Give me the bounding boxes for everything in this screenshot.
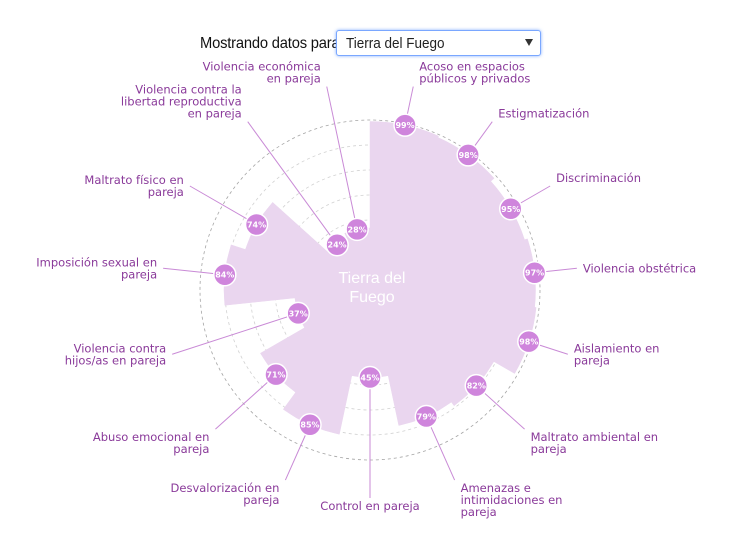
value-dot — [464, 373, 489, 398]
value-dot — [498, 197, 523, 221]
category-label: en pareja — [267, 72, 321, 86]
category-label: Discriminación — [556, 171, 641, 185]
category-label: Imposición sexual en — [36, 255, 157, 269]
value-dot — [286, 301, 310, 326]
selector-label: Mostrando datos para: — [200, 35, 344, 52]
leader-line — [215, 374, 277, 430]
category-label: pareja — [243, 493, 279, 507]
category-label: Violencia económica — [203, 60, 321, 74]
category-label: pareja — [461, 505, 497, 519]
category-label: públicos y privados — [419, 72, 530, 86]
center-label: Tierra del Fuego — [339, 270, 406, 306]
value-label: 79% — [417, 413, 436, 422]
category-label: pareja — [574, 353, 610, 367]
category-label: Acoso en espacios — [419, 60, 525, 74]
value-dot — [358, 365, 382, 390]
category-label: Violencia contra la — [135, 83, 241, 97]
value-label: 99% — [395, 121, 414, 130]
category-label: pareja — [148, 185, 184, 199]
category-3: Discriminación 95% — [498, 171, 641, 221]
leader-line — [189, 185, 257, 225]
value-label: 82% — [467, 382, 486, 391]
category-4: Violencia obstétrica 97% — [522, 260, 696, 285]
value-dot — [522, 260, 547, 285]
category-label: en pareja — [188, 107, 242, 121]
category-label: Abuso emocional en — [93, 430, 210, 444]
value-label: 98% — [459, 151, 478, 160]
value-dot — [264, 362, 288, 387]
category-label: Maltrato ambiental en — [531, 430, 659, 444]
category-label: Maltrato físico en — [84, 173, 183, 187]
category-label: hijos/as en pareja — [65, 353, 166, 367]
leader-line — [172, 312, 299, 355]
center-label-line: Fuego — [349, 289, 394, 306]
value-label: 84% — [215, 271, 234, 280]
category-label: libertad reproductiva — [121, 95, 242, 109]
value-dot — [244, 212, 269, 237]
value-label: 37% — [289, 309, 308, 318]
value-label: 95% — [501, 205, 520, 214]
value-dot — [345, 217, 369, 242]
category-label: pareja — [173, 442, 209, 456]
category-label: Control en pareja — [320, 499, 419, 513]
chevron-down-icon[interactable] — [525, 39, 533, 46]
category-label: pareja — [531, 442, 567, 456]
category-2: Estigmatización 98% — [456, 107, 589, 167]
value-label: 45% — [360, 374, 379, 383]
value-dot — [517, 329, 541, 354]
region-select[interactable]: Tierra del Fuego — [336, 30, 541, 56]
region-selector: Mostrando datos para: Tierra del Fuego — [200, 30, 541, 58]
category-label: Amenazas e — [461, 481, 531, 495]
category-label: Estigmatización — [498, 107, 589, 121]
category-label: Desvalorización en — [171, 481, 280, 495]
value-label: 97% — [525, 269, 544, 278]
category-label: pareja — [121, 267, 157, 281]
value-label: 28% — [348, 225, 367, 234]
value-label: 74% — [247, 221, 266, 230]
value-dot — [325, 232, 349, 257]
category-label: Violencia contra — [74, 341, 167, 355]
leader-line — [247, 121, 338, 245]
value-dot — [393, 113, 417, 137]
category-8: Control en pareja 45% — [320, 365, 420, 513]
category-label: Violencia obstétrica — [583, 261, 696, 275]
value-dot — [213, 262, 237, 287]
region-select-value: Tierra del Fuego — [346, 34, 445, 52]
center-label-line: Tierra del — [339, 270, 406, 287]
value-dot — [456, 143, 480, 167]
category-label: Aislamiento en — [574, 341, 660, 355]
category-label: intimidaciones en — [461, 493, 563, 507]
leader-line — [326, 86, 358, 230]
value-dot — [298, 412, 322, 437]
value-label: 98% — [519, 338, 538, 347]
value-label: 71% — [266, 371, 285, 380]
value-label: 85% — [300, 421, 319, 430]
value-dot — [414, 404, 439, 429]
value-label: 24% — [328, 241, 347, 250]
